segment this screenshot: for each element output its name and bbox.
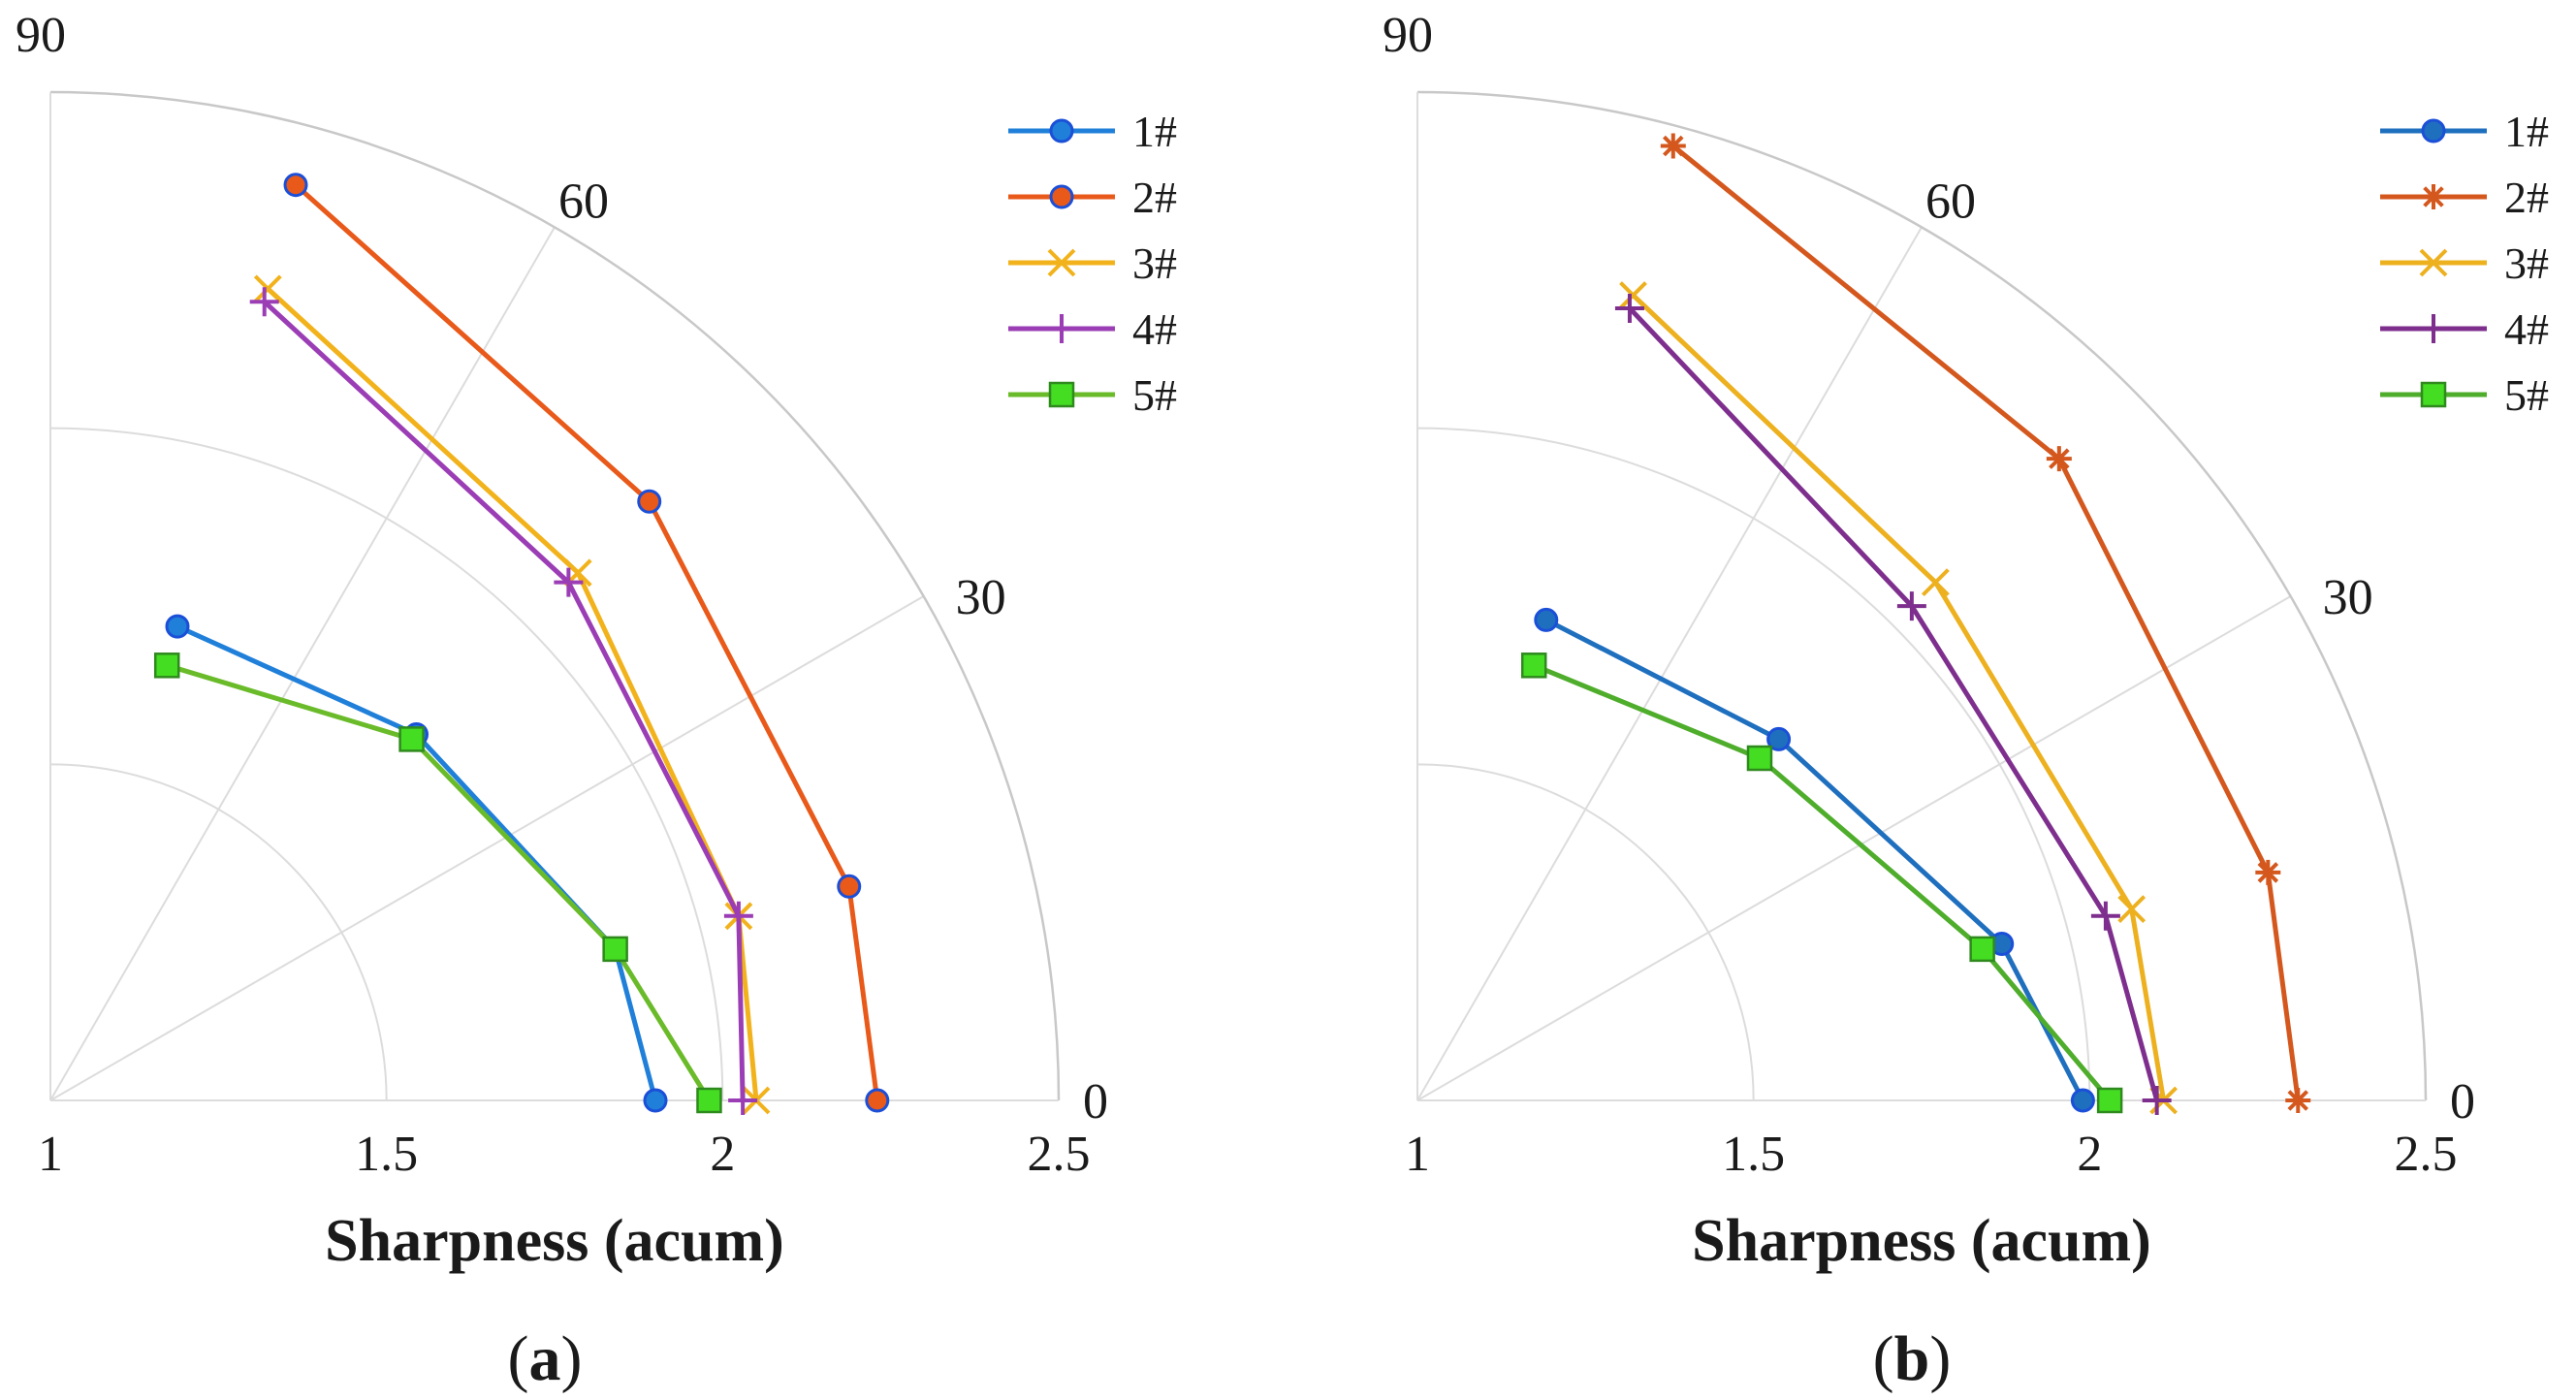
series-line-4: [1628, 306, 2160, 1101]
grid-arc: [1416, 763, 1755, 1101]
data-point: [283, 173, 308, 198]
legend-entry-label: 3#: [2504, 239, 2549, 288]
data-point: [1660, 133, 1686, 159]
legend-entry-label: 1#: [1132, 107, 1177, 156]
angle-tick-label: 0: [2450, 1074, 2475, 1130]
series-line-3: [266, 287, 759, 1101]
outer-arc: [1416, 90, 2428, 1101]
r-tick-label: 1.5: [1722, 1127, 1785, 1182]
data-point: [637, 489, 662, 514]
outer-arc: [49, 90, 1061, 1101]
data-point: [398, 726, 425, 752]
r-tick-label: 1: [1405, 1127, 1430, 1182]
grid-spoke: [49, 595, 925, 1101]
r-tick-label: 1: [38, 1127, 63, 1182]
r-tick-label: 2.5: [2395, 1127, 2458, 1182]
legend-marker: [1047, 314, 1076, 343]
data-point: [1896, 591, 1926, 621]
data-point: [2070, 1088, 2095, 1113]
data-point: [2255, 859, 2281, 885]
data-point: [1534, 607, 1559, 632]
legend-marker: [2421, 118, 2446, 143]
data-point: [865, 1088, 890, 1113]
data-point: [2142, 1086, 2172, 1115]
polar-panel-b: 1 1.5 2 2.50 30 60 90 Sharpness (acum) (b) 1# 2# 3#…: [1383, 8, 2549, 1394]
data-point: [554, 567, 584, 597]
angle-tick-label: 60: [558, 174, 609, 229]
data-point: [723, 901, 753, 931]
data-point: [1746, 745, 1773, 772]
x-axis-label: Sharpness (acum): [1692, 1208, 2151, 1274]
data-point: [2285, 1088, 2311, 1113]
angle-tick-label: 90: [1383, 8, 1433, 63]
data-point: [2117, 895, 2147, 924]
series-line-2: [1671, 143, 2301, 1101]
legend-marker: [1049, 184, 1074, 209]
r-tick-label: 2.5: [1028, 1127, 1091, 1182]
angle-tick-label: 30: [2323, 570, 2373, 625]
data-point: [602, 936, 628, 963]
grid-arc: [49, 763, 388, 1101]
grid-spoke: [49, 226, 556, 1101]
data-point: [1921, 568, 1950, 597]
x-axis-label: Sharpness (acum): [325, 1208, 784, 1274]
legend-marker: [2419, 314, 2448, 343]
grid-arc: [49, 427, 724, 1101]
series-line-1: [175, 623, 658, 1101]
series-line-5: [1533, 662, 2113, 1102]
panel-label: (b): [1873, 1323, 1952, 1394]
data-point: [837, 874, 862, 899]
data-point: [2096, 1087, 2123, 1114]
legend-entry-label: 2#: [1132, 173, 1177, 222]
r-tick-label: 2: [2077, 1127, 2102, 1182]
legend-entry-label: 4#: [2504, 304, 2549, 354]
legend-marker: [2420, 381, 2447, 408]
legend-marker: [2419, 248, 2448, 277]
angle-tick-label: 60: [1925, 174, 1976, 229]
series-line-3: [1631, 293, 2167, 1101]
data-point: [728, 1086, 758, 1115]
legend-entry-label: 5#: [2504, 370, 2549, 420]
r-tick-label: 2: [710, 1127, 735, 1182]
data-point: [2046, 446, 2072, 472]
data-point: [165, 614, 190, 639]
legend-marker: [2421, 184, 2446, 209]
angle-tick-label: 30: [956, 570, 1006, 625]
data-point: [1766, 726, 1792, 751]
panel-label: (a): [508, 1323, 583, 1394]
angle-tick-label: 90: [16, 8, 66, 63]
legend-marker: [1049, 118, 1074, 143]
grid-spoke: [1416, 226, 1923, 1101]
series-line-5: [166, 662, 712, 1102]
legend-entry-label: 3#: [1132, 239, 1177, 288]
data-point: [696, 1087, 722, 1114]
data-point: [1619, 281, 1647, 309]
data-point: [1614, 293, 1644, 323]
legend-entry-label: 4#: [1132, 304, 1177, 354]
data-point: [2090, 901, 2120, 931]
data-point: [249, 287, 279, 317]
legend-marker: [1047, 248, 1076, 277]
grid-arc: [1416, 427, 2091, 1101]
series-line-4: [263, 300, 746, 1101]
legend-entry-label: 2#: [2504, 173, 2549, 222]
legend-entry-label: 5#: [1132, 370, 1177, 420]
angle-tick-label: 0: [1083, 1074, 1108, 1130]
legend-marker: [1048, 381, 1075, 408]
data-point: [643, 1088, 668, 1113]
data-point: [153, 652, 180, 679]
series-line-2: [294, 182, 880, 1101]
data-point: [253, 274, 282, 303]
r-tick-label: 1.5: [355, 1127, 418, 1182]
data-point: [1520, 652, 1547, 679]
data-point: [1969, 936, 1995, 963]
grid-spoke: [1416, 595, 2292, 1101]
polar-panel-a: 1 1.5 2 2.50 30 60 90 Sharpness (acum) (a) 1# 2# 3#…: [16, 8, 1177, 1394]
legend-entry-label: 1#: [2504, 107, 2549, 156]
